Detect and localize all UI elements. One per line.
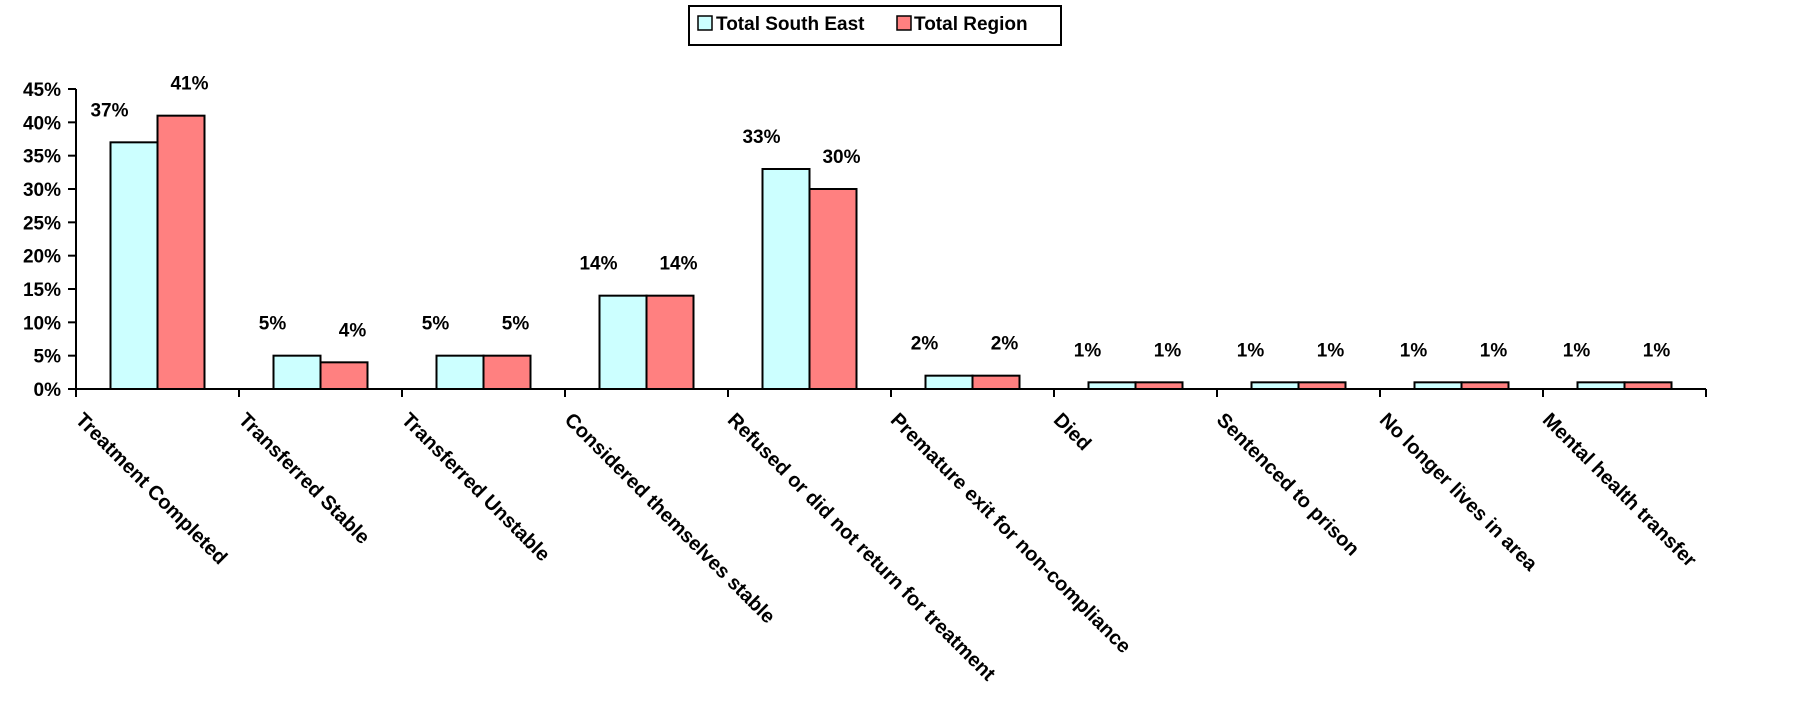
data-label-total-region-premature-exit-for-non-compliance: 2% [991,334,1019,355]
x-tick-label-treatment-completed: Treatment Completed [71,409,231,569]
data-label-total-region-transferred-unstable: 5% [502,314,530,335]
bar-total-south-east-considered-themselves-stable [598,294,648,390]
x-tick-label-refused-or-did-not-return-for-treatment: Refused or did not return for treatment [723,409,1000,686]
data-label-total-region-died: 1% [1154,340,1182,361]
y-tick-label: 45% [23,80,61,101]
data-label-total-south-east-treatment-completed: 37% [90,100,128,121]
bar-total-region-transferred-unstable [482,354,532,390]
bar-total-region-premature-exit-for-non-compliance [971,374,1021,390]
bars [109,114,1673,391]
data-label-total-south-east-transferred-stable: 5% [259,314,287,335]
y-tick-label: 40% [23,113,61,134]
x-tick-label-transferred-stable: Transferred Stable [234,409,374,549]
data-label-total-south-east-premature-exit-for-non-compliance: 2% [911,334,939,355]
x-tick-label-transferred-unstable: Transferred Unstable [397,409,554,566]
x-axis: Treatment Completed Transferred Stable Tra… [71,388,1707,686]
bar-total-south-east-transferred-stable [272,354,322,390]
legend: Total South East Total Region [688,5,1062,46]
data-label-total-south-east-mental-health-transfer: 1% [1563,340,1591,361]
y-tick-label: 20% [23,247,61,268]
y-tick-label: 15% [23,280,61,301]
y-tick-label: 0% [34,380,62,401]
y-axis: 0% 5% 10% 15% 20% 25% 30% 35% 40% 45% [23,80,77,401]
x-tick-label-died: Died [1049,409,1095,455]
legend-swatch-total-south-east [697,15,713,31]
data-label-total-region-refused-or-did-not-return-for-treatment: 30% [822,147,860,168]
y-tick-label: 30% [23,180,61,201]
legend-label-total-south-east: Total South East [716,14,865,35]
data-label-total-south-east-died: 1% [1074,340,1102,361]
data-label-total-south-east-considered-themselves-stable: 14% [579,254,617,275]
bar-total-region-considered-themselves-stable [645,294,695,390]
data-label-total-region-no-longer-lives-in-area: 1% [1480,340,1508,361]
legend-label-total-region: Total Region [914,14,1028,35]
bar-total-south-east-refused-or-did-not-return-for-treatment [761,168,811,390]
bar-total-region-transferred-stable [319,361,369,391]
y-tick-label: 10% [23,313,61,334]
legend-frame [688,5,1062,46]
bar-total-region-refused-or-did-not-return-for-treatment [808,188,858,390]
data-label-total-south-east-refused-or-did-not-return-for-treatment: 33% [742,127,780,148]
data-labels: 37% 41% 5% 4% 5% 5% 14% 14% 33% 30% 2% 2% 1% 1% 1% 1% 1%… [90,74,1670,362]
y-tick-label: 25% [23,213,61,234]
data-label-total-south-east-sentenced-to-prison: 1% [1237,340,1265,361]
bar-total-south-east-transferred-unstable [435,354,485,390]
data-label-total-region-considered-themselves-stable: 14% [659,254,697,275]
data-label-total-south-east-transferred-unstable: 5% [422,314,450,335]
legend-swatch-total-region [896,15,912,31]
y-tick-label: 35% [23,147,61,168]
data-label-total-region-transferred-stable: 4% [339,320,367,341]
x-tick-label-mental-health-transfer: Mental health transfer [1538,409,1701,572]
data-label-total-region-treatment-completed: 41% [170,74,208,95]
x-tick-label-no-longer-lives-in-area: No longer lives in area [1375,409,1542,576]
bar-total-south-east-premature-exit-for-non-compliance [924,374,974,390]
bar-total-south-east-treatment-completed [109,141,159,390]
bar-total-region-treatment-completed [156,114,206,391]
x-tick-label-sentenced-to-prison: Sentenced to prison [1212,409,1363,560]
y-tick-label: 5% [34,347,62,368]
data-label-total-south-east-no-longer-lives-in-area: 1% [1400,340,1428,361]
data-label-total-region-mental-health-transfer: 1% [1643,340,1671,361]
data-label-total-region-sentenced-to-prison: 1% [1317,340,1345,361]
